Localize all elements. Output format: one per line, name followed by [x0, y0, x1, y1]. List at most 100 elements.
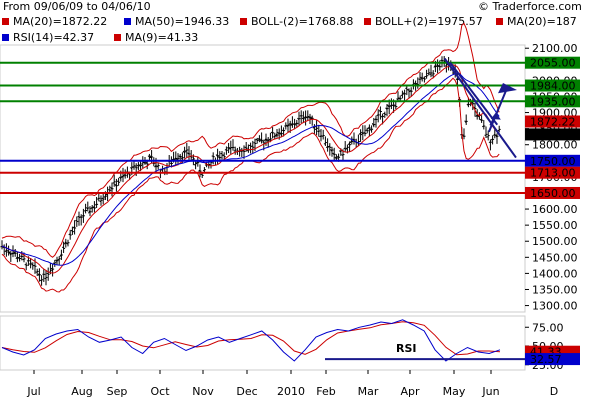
level-label-2055.00: 2055.00	[530, 57, 576, 70]
price-bar-open	[127, 173, 130, 175]
price-bar-open	[114, 183, 117, 187]
legend-ma20-swatch	[2, 18, 9, 25]
price-bar-open	[248, 144, 251, 147]
price-bar-open	[297, 117, 300, 121]
price-bar-open	[110, 186, 113, 190]
legend-ma9-label: MA(9)=41.33	[125, 31, 199, 44]
price-bar-open	[134, 166, 137, 168]
price-bar-open	[85, 207, 89, 210]
price-bar-open	[8, 252, 12, 256]
price-bar-open	[244, 146, 247, 149]
level-label-1650.00: 1650.00	[530, 187, 576, 200]
price-bar-open	[490, 138, 493, 141]
price-bar-open	[20, 255, 22, 258]
legend-ma20-label: MA(20)=1872.22	[13, 15, 108, 28]
price-bar-open	[323, 143, 326, 145]
month-label: Jun	[481, 385, 499, 398]
price-bar-open	[380, 115, 383, 118]
price-bar-open	[347, 142, 350, 146]
price-bar-open	[149, 155, 153, 159]
month-label: Oct	[150, 385, 170, 398]
legend-boll-upper-label: BOLL+(2)=1975.57	[375, 15, 483, 28]
price-bar-open	[90, 206, 93, 210]
level-label-1872.22: 1872.22	[530, 115, 576, 128]
level-label-1750.00: 1750.00	[530, 155, 576, 168]
price-bar-open	[336, 155, 339, 158]
month-label: Feb	[316, 385, 335, 398]
price-bar-open	[118, 176, 122, 179]
price-bar-open	[418, 78, 421, 80]
legend-ma9-swatch	[114, 34, 121, 41]
price-ytick-label: 1600.00	[532, 203, 578, 216]
legend-rsi-label: RSI(14)=42.37	[13, 31, 95, 44]
rsi-ytick-label: 75.00	[532, 321, 564, 334]
price-bar-open	[270, 131, 273, 134]
price-bar-open	[339, 150, 342, 153]
price-bar-open	[66, 242, 69, 245]
price-bar-open	[46, 272, 49, 275]
level-label-bg-1750.00	[525, 154, 580, 167]
price-bar-open	[464, 120, 467, 124]
price-bar-open	[266, 139, 269, 143]
month-label: Nov	[192, 385, 214, 398]
price-bar-open	[2, 246, 5, 249]
price-bar-open	[99, 200, 102, 203]
price-bar-open	[400, 94, 403, 97]
price-bar-open	[55, 259, 58, 263]
price-bar-open	[129, 167, 133, 170]
price-bar-open	[116, 180, 119, 183]
legend-ma20-2-swatch	[496, 18, 503, 25]
arrow-up-head	[498, 82, 517, 94]
trendline-down	[443, 57, 517, 159]
price-bar-open	[92, 206, 95, 209]
price-bar-open	[343, 147, 346, 150]
month-label: Dec	[236, 385, 257, 398]
price-bar-open	[376, 114, 379, 117]
trendline-down-2	[449, 62, 499, 126]
price-bar-open	[0, 245, 3, 248]
price-bar-open	[303, 116, 306, 119]
price-bar-open	[325, 146, 328, 148]
legend-boll-lower-label: BOLL-(2)=1768.88	[251, 15, 354, 28]
price-ytick-label: 1350.00	[532, 283, 578, 296]
copyright-text: © Traderforce.com	[478, 0, 582, 13]
price-bar-open	[217, 156, 221, 159]
price-bar-open	[330, 149, 333, 152]
price-bar-open	[422, 77, 425, 80]
price-ytick-label: 1400.00	[532, 267, 578, 280]
arrow-up-shaft	[488, 90, 507, 133]
price-bar-open	[180, 157, 183, 160]
price-bar-open	[433, 64, 436, 68]
level-label-1935.00: 1935.00	[530, 95, 576, 108]
price-bar-open	[136, 164, 139, 167]
price-bar-open	[387, 104, 390, 108]
price-bar-open	[154, 165, 157, 168]
price-bar-open	[61, 246, 64, 249]
price-bar-open	[22, 258, 25, 261]
price-ytick-label: 1450.00	[532, 251, 578, 264]
boll-lower-line	[1, 77, 500, 293]
legend-boll-lower: BOLL-(2)=1768.88	[240, 14, 353, 30]
price-bar-open	[57, 258, 60, 261]
price-bar-open	[88, 210, 91, 214]
rsi-line	[1, 319, 501, 362]
price-bar-open	[290, 123, 293, 127]
price-bar-open	[389, 104, 392, 107]
price-bar-open	[108, 189, 111, 191]
price-bar-open	[257, 138, 260, 141]
level-label-bg-1650.00	[525, 186, 580, 199]
price-bar-open	[352, 138, 355, 141]
price-bar-open	[50, 267, 54, 271]
price-bar-open	[394, 105, 397, 107]
price-bar-open	[281, 129, 284, 132]
price-bar-open	[317, 130, 320, 133]
rsi-support-label-bg	[525, 353, 580, 366]
price-bar-open	[277, 131, 280, 135]
price-bar-open	[374, 118, 377, 121]
level-label-bg-1872.22	[525, 115, 580, 128]
price-bar-open	[295, 122, 298, 125]
price-ytick-label: 2100.00	[532, 42, 578, 55]
price-bar-open	[77, 215, 80, 218]
price-bar-open	[437, 64, 441, 68]
